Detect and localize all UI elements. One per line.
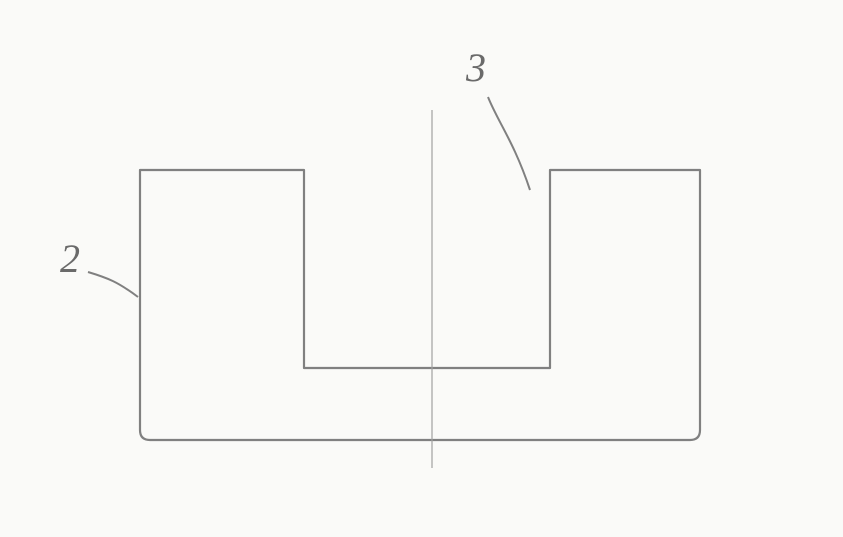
part-outline (140, 170, 700, 440)
diagram-shape (88, 97, 700, 468)
callout-label-2: 2 (60, 235, 80, 282)
leader-line-2 (88, 272, 138, 297)
leader-line-3 (488, 97, 530, 190)
diagram-canvas (0, 0, 843, 537)
callout-label-3: 3 (466, 44, 486, 91)
